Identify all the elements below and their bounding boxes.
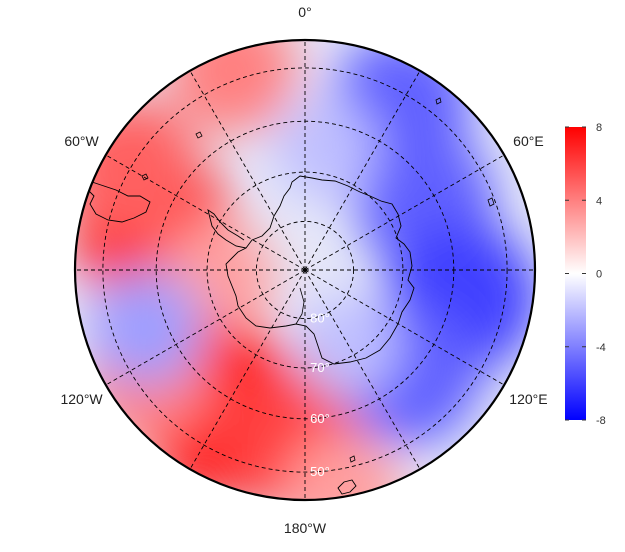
latitude-circle <box>102 67 508 473</box>
meridian-line <box>304 269 421 470</box>
island <box>195 131 203 139</box>
colorbar-tick-label: -8 <box>596 415 606 427</box>
island <box>435 97 442 105</box>
longitude-label: 180°W <box>284 520 327 536</box>
new-zealand-coastline <box>337 479 357 495</box>
meridian-line <box>105 269 306 386</box>
meridian-line <box>189 269 306 470</box>
peninsula-coastline <box>207 208 247 249</box>
meridian-line <box>304 154 505 271</box>
latitude-circle <box>255 220 355 320</box>
colorbar-tick-label: 4 <box>596 195 602 207</box>
latitude-labels: 80° 70° 60° 50° <box>310 311 330 480</box>
latitude-label: 60° <box>310 411 330 426</box>
colorbar-tick-label: -4 <box>596 342 606 354</box>
meridian-line <box>304 70 421 271</box>
map-boundary <box>73 38 537 502</box>
latitude-label: 80° <box>310 311 330 326</box>
longitude-label: 60°W <box>64 133 99 149</box>
longitude-labels: 0° 60°E 120°E 180°W 120°W 60°W <box>60 4 547 536</box>
ross-shelf <box>295 287 305 325</box>
longitude-label: 120°E <box>509 391 547 407</box>
latitude-circle <box>206 171 404 369</box>
meridian-line <box>304 269 505 386</box>
colorbar-tick-label: 0 <box>596 269 602 281</box>
coastlines <box>87 97 495 495</box>
graticule <box>75 40 535 500</box>
anomaly-blob <box>87 270 204 387</box>
island <box>349 455 356 463</box>
anomaly-blob <box>274 96 379 201</box>
colorbar: 8 4 0 -4 -8 <box>565 122 606 427</box>
anomaly-blob <box>285 432 402 500</box>
longitude-label: 120°W <box>60 391 103 407</box>
south-america-coastline <box>87 181 151 223</box>
latitude-label: 70° <box>310 360 330 375</box>
island <box>141 173 149 181</box>
island <box>487 197 495 207</box>
longitude-label: 60°E <box>513 133 544 149</box>
colorbar-tick-label: 8 <box>596 122 602 134</box>
latitude-label: 50° <box>310 464 330 479</box>
anomaly-blob <box>168 40 297 134</box>
longitude-label: 0° <box>298 4 311 20</box>
colorbar-ticks: 8 4 0 -4 -8 <box>565 122 606 427</box>
antarctica-coastline <box>225 175 415 365</box>
meridian-line <box>189 70 306 271</box>
meridian-line <box>105 154 306 271</box>
colorbar-gradient <box>565 127 586 420</box>
